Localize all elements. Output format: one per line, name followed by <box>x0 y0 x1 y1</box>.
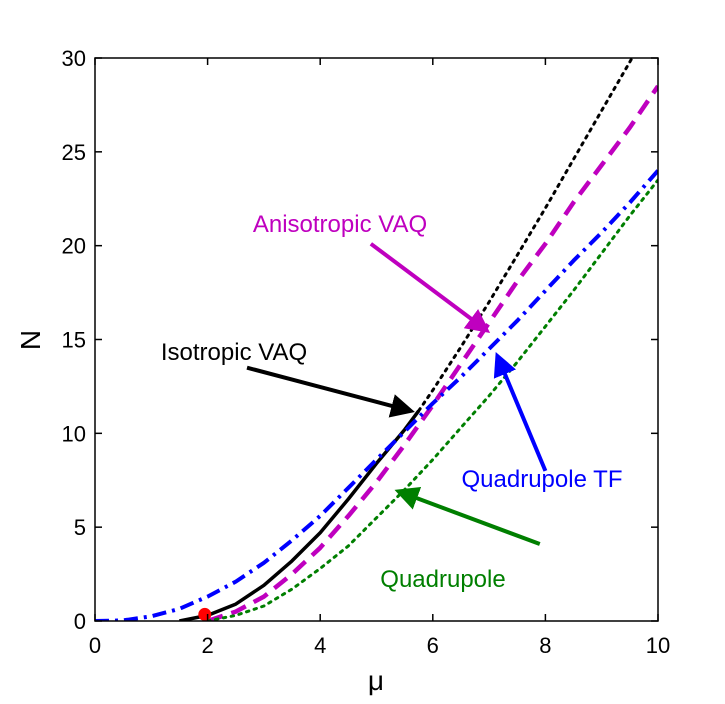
red-start-marker <box>198 607 212 621</box>
x-tick-label: 0 <box>89 633 101 658</box>
marker-layer <box>198 607 212 621</box>
y-tick-label: 30 <box>62 46 86 71</box>
tick-layer: 0 2 4 6 8 10 0 5 10 15 20 25 30 <box>62 46 671 658</box>
annotation-arrow-isotropic-vaq <box>246 365 415 418</box>
x-axis-title: μ <box>368 665 384 696</box>
series-line-anisotropic-vaq <box>206 84 658 621</box>
x-tick-label: 4 <box>314 633 326 658</box>
series-layer <box>95 58 658 621</box>
y-tick-label: 25 <box>62 140 86 165</box>
series-line-isotropic-vaq-continuation <box>417 58 634 413</box>
annotation-arrow-quadrupole <box>394 486 541 546</box>
y-tick-label: 20 <box>62 234 86 259</box>
annotation-label-anisotropic-vaq: Anisotropic VAQ <box>253 211 427 238</box>
x-tick-label: 8 <box>539 633 551 658</box>
series-line-quadrupole-tf <box>95 169 658 621</box>
series-line-quadrupole <box>206 178 658 621</box>
y-axis-title: N <box>15 330 46 350</box>
annotation-arrow-quadrupole-tf <box>493 351 548 472</box>
y-tick-label: 10 <box>62 421 86 446</box>
x-tick-label: 10 <box>646 633 670 658</box>
y-tick-label: 0 <box>74 609 86 634</box>
y-tick-label: 5 <box>74 515 86 540</box>
annotation-label-quadrupole-tf: Quadrupole TF <box>462 466 623 493</box>
annotation-arrow-anisotropic-vaq <box>369 242 491 333</box>
annotation-label-isotropic-vaq: Isotropic VAQ <box>161 339 307 366</box>
annotation-layer: Anisotropic VAQ Isotropic VAQ Quadrupole T… <box>161 211 623 593</box>
y-tick-label: 15 <box>62 328 86 353</box>
x-tick-label: 6 <box>427 633 439 658</box>
plot-area <box>95 58 658 621</box>
annotation-label-quadrupole: Quadrupole <box>380 566 505 593</box>
x-tick-label: 2 <box>201 633 213 658</box>
